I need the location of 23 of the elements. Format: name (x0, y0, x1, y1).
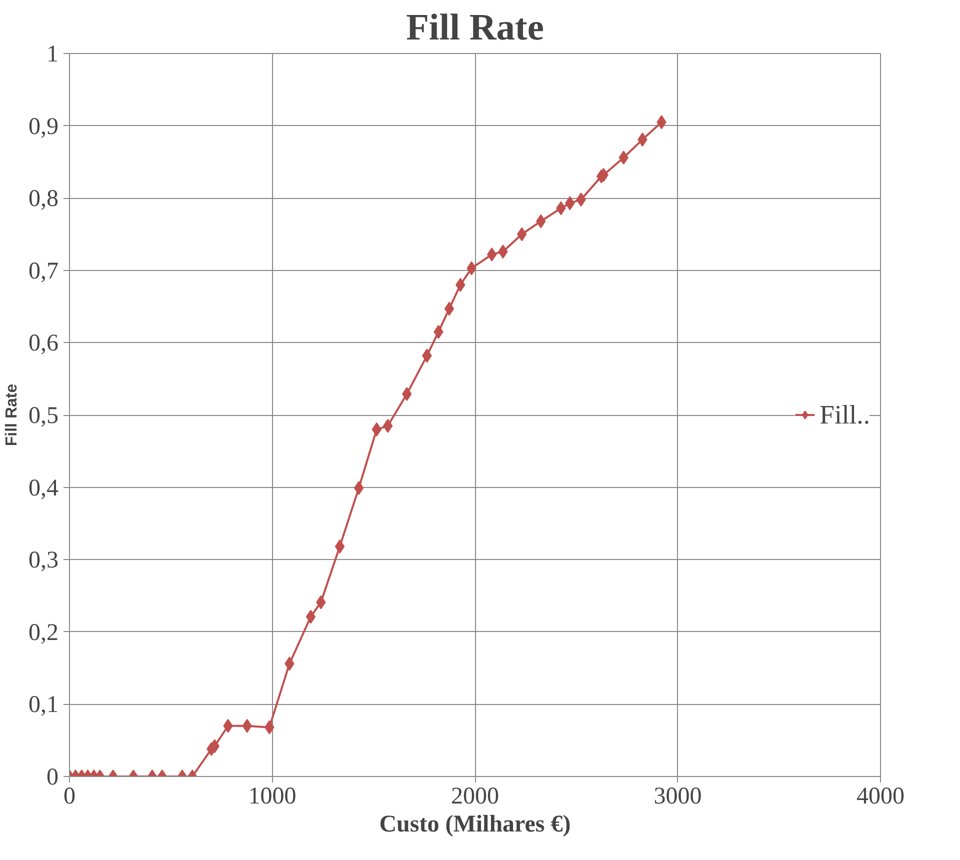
y-tick-label: 0,5 (28, 403, 58, 429)
x-tick-label: 1000 (248, 784, 296, 810)
chart-title: Fill Rate (406, 8, 544, 48)
x-tick-label: 2000 (451, 784, 499, 810)
y-tick-label: 0,4 (28, 475, 58, 502)
y-tick-label: 0,8 (28, 186, 58, 212)
point (486, 247, 497, 262)
y-tick-label: 0 (46, 764, 58, 790)
point (444, 302, 454, 316)
y-tick-label: 0,6 (28, 330, 58, 357)
y-axis-title: Fill Rate (4, 384, 20, 446)
y-tick-label: 0,3 (28, 548, 58, 574)
legend-label: Fill.. (820, 399, 870, 430)
y-tick-label: 1 (46, 42, 58, 68)
x-tick-label: 3000 (654, 784, 702, 810)
x-tick-label: 4000 (856, 784, 904, 810)
y-tick-label: 0,2 (28, 620, 58, 646)
y-tick-label: 0,7 (28, 258, 58, 284)
x-tick-label: 0 (64, 784, 76, 810)
x-axis-title: Custo (Milhares €) (379, 812, 571, 838)
y-tick-label: 0,9 (28, 114, 58, 140)
y-tick-label: 0,1 (28, 692, 58, 718)
point (382, 418, 393, 433)
